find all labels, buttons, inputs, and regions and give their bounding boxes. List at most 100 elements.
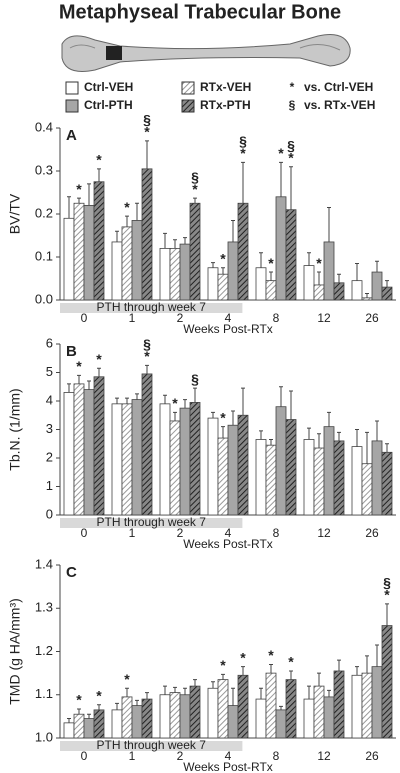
error-bar xyxy=(375,420,379,441)
bar xyxy=(333,670,345,739)
error-bar xyxy=(259,430,263,440)
legend-symbol: * xyxy=(290,80,295,94)
bar xyxy=(83,718,95,739)
y-tick-label: 1.2 xyxy=(35,643,53,658)
bar xyxy=(83,389,95,516)
bar xyxy=(179,694,191,739)
bar xyxy=(303,265,315,301)
x-axis-label: Weeks Post-RTx xyxy=(183,322,273,336)
bar xyxy=(381,451,393,516)
significance-mark: * xyxy=(240,649,246,665)
error-bar xyxy=(317,433,321,449)
bar xyxy=(351,446,363,516)
legend-swatch xyxy=(181,99,195,113)
error-bar xyxy=(337,273,341,283)
y-axis-label: BV/TV xyxy=(7,193,23,234)
bar xyxy=(179,407,191,516)
significance-mark: * xyxy=(220,657,226,673)
bar xyxy=(285,419,297,516)
panel: 0.0 0.1 0.2 0.3 0.4 BV/TV A PTH through week 7 W… xyxy=(7,112,396,336)
error-bar xyxy=(221,267,225,275)
legend-note: vs. Ctrl-VEH xyxy=(304,80,373,94)
bar xyxy=(323,696,335,739)
bar xyxy=(255,267,267,301)
bar xyxy=(111,403,123,516)
bar xyxy=(217,437,229,516)
panel-letter: B xyxy=(66,343,77,360)
bar xyxy=(237,674,249,739)
significance-mark: * xyxy=(76,181,82,197)
bar xyxy=(159,247,171,301)
error-bar xyxy=(115,397,119,404)
error-bar xyxy=(77,374,81,384)
shaded-label: PTH through week 7 xyxy=(97,738,207,752)
bar xyxy=(371,271,383,301)
significance-mark: * xyxy=(240,145,246,161)
x-tick-label: 4 xyxy=(225,526,232,540)
x-tick-label: 12 xyxy=(317,526,331,540)
bar xyxy=(333,282,345,301)
significance-mark: § xyxy=(239,133,247,149)
error-bar xyxy=(337,431,341,441)
x-tick-label: 2 xyxy=(177,749,184,763)
error-bar xyxy=(163,232,167,249)
y-tick-label: 6 xyxy=(46,335,53,350)
bar xyxy=(237,202,249,301)
y-tick-label: 0.2 xyxy=(35,205,53,220)
significance-mark: * xyxy=(124,671,130,687)
bar xyxy=(285,209,297,301)
bar xyxy=(207,267,219,301)
error-bar xyxy=(115,702,119,710)
legend-label: RTx-PTH xyxy=(200,98,251,112)
error-bar xyxy=(173,686,177,693)
error-bar xyxy=(231,219,235,242)
bar xyxy=(361,672,373,739)
error-bar xyxy=(279,161,283,197)
error-bar xyxy=(365,655,369,674)
bar xyxy=(179,243,191,301)
error-bar xyxy=(355,262,359,281)
error-bar xyxy=(183,399,187,409)
error-bar xyxy=(269,663,273,674)
x-tick-label: 0 xyxy=(81,311,88,325)
significance-mark: * xyxy=(220,250,226,266)
bar xyxy=(227,424,239,516)
bar xyxy=(333,440,345,516)
error-bar xyxy=(365,431,369,464)
legend-swatch xyxy=(181,81,195,95)
error-bar xyxy=(327,689,331,697)
bar xyxy=(255,439,267,516)
bar xyxy=(303,698,315,739)
legend-swatch xyxy=(65,99,79,113)
bar xyxy=(63,722,75,739)
error-bar xyxy=(221,673,225,680)
legend-symbol: § xyxy=(289,98,296,112)
bar xyxy=(381,625,393,739)
significance-mark: § xyxy=(143,336,151,352)
error-bar xyxy=(317,271,321,285)
error-bar xyxy=(317,672,321,687)
error-bar xyxy=(135,202,139,221)
error-bar xyxy=(87,183,91,206)
bar xyxy=(323,426,335,516)
significance-mark: * xyxy=(76,692,82,708)
significance-mark: § xyxy=(191,371,199,387)
bar xyxy=(159,403,171,516)
significance-mark: * xyxy=(278,145,284,161)
legend-label: Ctrl-PTH xyxy=(84,98,133,112)
error-bar xyxy=(97,367,101,377)
error-bar xyxy=(77,708,81,715)
x-tick-label: 4 xyxy=(225,749,232,763)
error-bar xyxy=(269,271,273,281)
significance-mark: * xyxy=(288,654,294,670)
bar xyxy=(111,241,123,301)
bar xyxy=(93,709,105,739)
y-tick-label: 0.3 xyxy=(35,162,53,177)
bar xyxy=(351,674,363,739)
x-tick-label: 2 xyxy=(177,311,184,325)
error-bar xyxy=(337,659,341,671)
bar xyxy=(227,705,239,739)
bar xyxy=(131,705,143,739)
x-tick-label: 26 xyxy=(365,749,379,763)
error-bar xyxy=(67,718,71,723)
